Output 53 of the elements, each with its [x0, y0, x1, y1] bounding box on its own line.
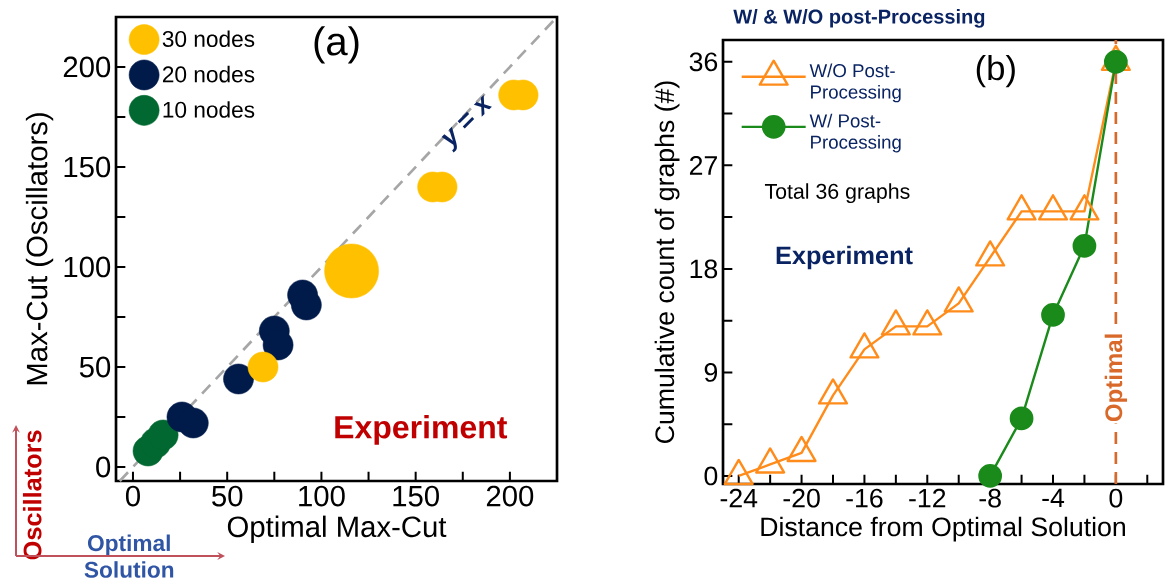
text: Oscillators: [22, 430, 42, 560]
point: [943, 286, 974, 313]
y-tick-label: 150: [64, 156, 111, 178]
y-tick-label: 200: [63, 56, 111, 78]
x-tick-label: 200: [486, 485, 534, 507]
legend-label: W/O Post-Processing: [809, 63, 901, 103]
ref-line-label: Optimal: [1104, 334, 1128, 422]
x-tick-label: -24: [720, 488, 758, 508]
y-tick-label: 18: [690, 259, 718, 279]
x-tick-label: -20: [783, 488, 820, 508]
annotation: Experiment: [776, 245, 913, 270]
point: [880, 309, 911, 336]
x-tick-label: 0: [1109, 488, 1123, 508]
x-tick-label: -4: [1042, 488, 1065, 508]
x-tick-label: 150: [393, 485, 439, 507]
point: [849, 332, 880, 359]
x-tick-label: 0: [125, 485, 140, 507]
annotation: (a): [314, 26, 359, 64]
chart-title: W/ & W/O post-Processing: [733, 8, 985, 28]
annotation: Total 36 graphs: [764, 183, 910, 204]
y-tick-label: 27: [689, 156, 717, 175]
point: [1037, 194, 1069, 221]
point: [786, 435, 817, 463]
point: [723, 458, 754, 486]
legend-label: 30 nodes: [162, 30, 255, 48]
x-axis-title: Distance from Optimal Solution: [761, 516, 1125, 542]
annotation: Experiment: [335, 415, 508, 445]
y-tick-label: 9: [704, 362, 718, 382]
legend-label: 10 nodes: [163, 101, 255, 118]
y-tick-label: 36: [689, 52, 718, 72]
legend-label: 20 nodes: [162, 65, 255, 83]
y-axis-title: Max-Cut (Oscillators): [25, 113, 54, 385]
x-tick-label: 50: [212, 485, 243, 507]
point: [817, 378, 849, 405]
legend-label: W/ Post-Processing: [809, 113, 901, 153]
annotation: y = x: [441, 94, 492, 153]
y-tick-label: 50: [79, 356, 111, 378]
y-tick-label: 0: [96, 456, 111, 478]
point: [1006, 194, 1037, 221]
x-tick-label: 100: [299, 485, 345, 507]
y-tick-label: 0: [704, 466, 718, 486]
point: [755, 447, 786, 474]
text: Optimal Solution: [84, 534, 174, 578]
x-axis-title: Optimal Max-Cut: [227, 515, 447, 543]
point: [975, 240, 1006, 267]
point: [1069, 194, 1100, 221]
point: [912, 309, 943, 336]
y-axis-title: Cumulative count of graphs (#): [654, 81, 680, 443]
x-tick-label: -12: [909, 488, 946, 508]
y-tick-label: 100: [64, 256, 111, 278]
annotation: (b): [976, 54, 1015, 88]
x-tick-label: -8: [979, 488, 1001, 508]
x-tick-label: -16: [846, 488, 883, 508]
